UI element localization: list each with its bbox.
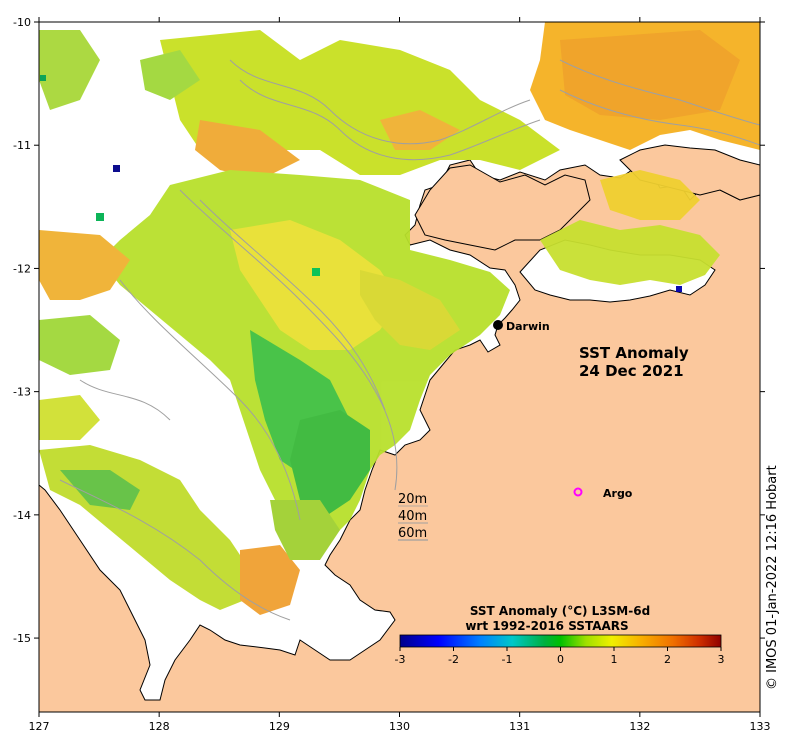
y-tick-label: -14 xyxy=(13,509,31,522)
map-title-line2: 24 Dec 2021 xyxy=(579,362,684,380)
x-tick-label: 127 xyxy=(29,720,50,733)
x-tick-label: 133 xyxy=(750,720,771,733)
darwin-label: Darwin xyxy=(506,320,550,333)
x-tick-label: 130 xyxy=(389,720,410,733)
isobath-contours xyxy=(59,59,760,621)
colorbar: SST Anomaly (°C) L3SM-6d wrt 1992-2016 S… xyxy=(395,604,725,666)
x-tick-label: 131 xyxy=(509,720,530,733)
colorbar-title-line1: SST Anomaly (°C) L3SM-6d xyxy=(470,604,650,618)
x-tick-label: 129 xyxy=(269,720,290,733)
depth-40m: 40m xyxy=(398,509,427,524)
x-tick-label: 128 xyxy=(149,720,170,733)
argo-label: Argo xyxy=(603,487,633,500)
tiwi-islands xyxy=(414,164,591,251)
y-tick-label: -10 xyxy=(13,16,31,29)
colorbar-gradient xyxy=(399,634,722,648)
map-title-line1: SST Anomaly xyxy=(579,344,689,362)
y-tick-label: -12 xyxy=(13,262,31,275)
darwin-marker xyxy=(493,320,503,330)
colorbar-tick-label: 3 xyxy=(718,653,725,666)
colorbar-tick-label: -3 xyxy=(395,653,406,666)
y-tick-labels: -10 -11 -12 -13 -14 -15 xyxy=(13,16,31,645)
x-tick-label: 132 xyxy=(629,720,650,733)
depth-60m: 60m xyxy=(398,526,427,541)
y-tick-label: -13 xyxy=(13,386,31,399)
colorbar-title-line2: wrt 1992-2016 SSTAARS xyxy=(465,619,628,633)
colorbar-tick-label: 0 xyxy=(557,653,564,666)
colorbar-tick-label: -2 xyxy=(448,653,459,666)
y-tick-label: -15 xyxy=(13,632,31,645)
colorbar-tick-label: 1 xyxy=(611,653,618,666)
argo-marker xyxy=(573,487,583,497)
depth-20m: 20m xyxy=(398,492,427,507)
depth-legend: 20m 40m 60m xyxy=(398,492,428,541)
y-tick-label: -11 xyxy=(13,139,31,152)
sst-data-layer xyxy=(39,22,760,615)
colorbar-tick-label: -1 xyxy=(502,653,513,666)
copyright-text: © IMOS 01-Jan-2022 12:16 Hobart xyxy=(765,465,780,690)
colorbar-tick-label: 2 xyxy=(664,653,671,666)
x-tick-labels: 127 128 129 130 131 132 133 xyxy=(29,720,771,733)
axis-ticks xyxy=(34,17,765,717)
